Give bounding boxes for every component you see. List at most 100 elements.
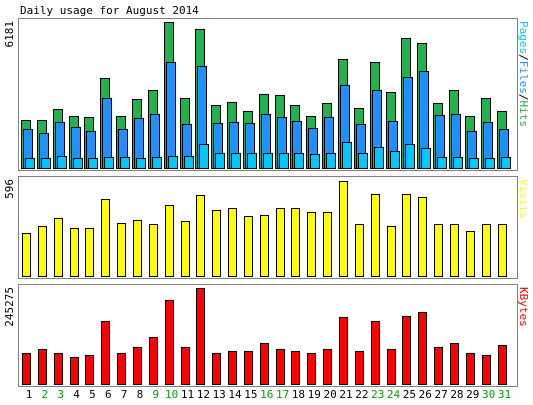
bar-kbytes-day-9 — [149, 337, 158, 385]
y-max-label-usage: 6181 — [3, 21, 16, 48]
x-tick-label-day-2: 2 — [42, 388, 49, 401]
bar-pages-day-20 — [326, 153, 336, 169]
bar-visits-day-17 — [276, 208, 285, 277]
bar-kbytes-day-23 — [371, 321, 380, 385]
bar-pages-day-28 — [453, 157, 463, 169]
bar-pages-day-21 — [342, 142, 352, 169]
bar-kbytes-day-1 — [22, 353, 31, 385]
bar-kbytes-day-28 — [450, 343, 459, 385]
bar-pages-day-9 — [152, 157, 162, 169]
x-tick-label-day-24: 24 — [387, 388, 401, 401]
bar-kbytes-day-27 — [434, 347, 443, 385]
x-tick-label-day-14: 14 — [228, 388, 242, 401]
x-tick-label-day-30: 30 — [482, 388, 495, 401]
bar-kbytes-day-3 — [54, 353, 63, 385]
bar-kbytes-day-19 — [307, 353, 316, 385]
bars-usage — [21, 22, 511, 169]
legend-part-usage-1: / — [517, 54, 530, 61]
bar-pages-day-15 — [247, 153, 257, 169]
bar-visits-day-3 — [54, 218, 63, 277]
legend-part-visits-0: Visits — [517, 179, 530, 219]
bar-kbytes-day-29 — [466, 353, 475, 385]
bar-kbytes-day-25 — [402, 316, 411, 385]
bar-visits-day-30 — [482, 224, 491, 277]
bar-kbytes-day-7 — [117, 353, 126, 385]
bar-visits-day-31 — [498, 224, 507, 277]
bar-kbytes-day-10 — [165, 300, 174, 385]
x-tick-label-day-31: 31 — [498, 388, 511, 401]
bar-kbytes-day-18 — [291, 351, 300, 385]
x-tick-label-day-11: 11 — [181, 388, 194, 401]
legend-part-kbytes-0: KBytes — [517, 287, 530, 327]
bar-pages-day-2 — [41, 158, 51, 169]
legend-label-kbytes: KBytes — [517, 287, 530, 327]
bar-pages-day-17 — [279, 153, 289, 169]
x-tick-label-day-10: 10 — [165, 388, 178, 401]
bar-visits-day-10 — [165, 205, 174, 277]
bar-visits-day-2 — [38, 226, 47, 277]
bar-visits-day-18 — [291, 208, 300, 277]
bar-visits-day-26 — [418, 197, 427, 277]
bar-visits-day-23 — [371, 194, 380, 277]
bar-visits-day-28 — [450, 224, 459, 277]
x-tick-label-day-25: 25 — [403, 388, 416, 401]
bar-kbytes-day-31 — [498, 345, 507, 385]
x-axis-day-labels: 1 2 3 4 5 6 7 8 9 10 11 12 13 14 15 16 17 18 19 20 21 22 23 24 2… — [26, 388, 511, 401]
bar-pages-day-1 — [25, 158, 35, 169]
bar-visits-day-7 — [117, 223, 126, 277]
bar-kbytes-day-20 — [323, 349, 332, 385]
x-tick-label-day-15: 15 — [244, 388, 257, 401]
bar-visits-day-25 — [402, 194, 411, 277]
x-tick-label-day-21: 21 — [339, 388, 352, 401]
bar-visits-day-11 — [181, 221, 190, 277]
bar-pages-day-14 — [231, 153, 241, 169]
bar-visits-day-8 — [133, 220, 142, 277]
bar-kbytes-day-21 — [339, 317, 348, 385]
bar-visits-day-29 — [466, 231, 475, 277]
bar-visits-day-16 — [260, 215, 269, 277]
bar-pages-day-12 — [199, 144, 209, 169]
bar-visits-day-14 — [228, 208, 237, 277]
bars-kbytes — [22, 288, 507, 385]
bars-visits — [22, 181, 507, 277]
y-max-label-visits: 596 — [3, 179, 16, 199]
bar-visits-day-12 — [196, 195, 205, 277]
bar-visits-day-1 — [22, 233, 31, 277]
bar-pages-day-26 — [421, 148, 431, 169]
x-tick-label-day-6: 6 — [105, 388, 112, 401]
bar-kbytes-day-6 — [101, 321, 110, 385]
bar-kbytes-day-22 — [355, 351, 364, 385]
bar-pages-day-23 — [374, 147, 384, 169]
x-tick-label-day-1: 1 — [26, 388, 33, 401]
bar-pages-day-19 — [310, 154, 320, 169]
x-tick-label-day-16: 16 — [260, 388, 273, 401]
x-tick-label-day-13: 13 — [213, 388, 226, 401]
x-tick-label-day-3: 3 — [57, 388, 64, 401]
legend-part-usage-0: Pages — [517, 21, 530, 54]
bar-visits-day-9 — [149, 224, 158, 277]
bar-pages-day-13 — [215, 153, 225, 169]
x-tick-label-day-22: 22 — [355, 388, 368, 401]
bar-kbytes-day-24 — [387, 349, 396, 385]
bar-visits-day-5 — [85, 228, 94, 277]
legend-label-usage: Pages/Files/Hits — [517, 21, 530, 127]
bar-kbytes-day-5 — [85, 355, 94, 385]
bar-visits-day-22 — [355, 224, 364, 277]
bar-kbytes-day-11 — [181, 347, 190, 385]
chart-panels: 6181 Pages/Files/Hits 596 Visits 245275 KByte… — [3, 18, 530, 387]
bar-pages-day-27 — [437, 157, 447, 169]
bar-kbytes-day-14 — [228, 351, 237, 385]
x-tick-label-day-28: 28 — [450, 388, 463, 401]
bar-kbytes-day-12 — [196, 288, 205, 385]
legend-part-usage-2: Files — [517, 61, 530, 94]
bar-kbytes-day-30 — [482, 355, 491, 385]
bar-visits-day-27 — [434, 224, 443, 277]
bar-visits-day-24 — [387, 226, 396, 277]
legend-part-usage-3: / — [517, 94, 530, 101]
bar-kbytes-day-8 — [133, 347, 142, 385]
x-tick-label-day-4: 4 — [73, 388, 80, 401]
y-max-label-kbytes: 245275 — [3, 287, 16, 327]
bar-pages-day-10 — [168, 156, 178, 169]
bar-visits-day-6 — [101, 199, 110, 277]
x-tick-label-day-23: 23 — [371, 388, 384, 401]
